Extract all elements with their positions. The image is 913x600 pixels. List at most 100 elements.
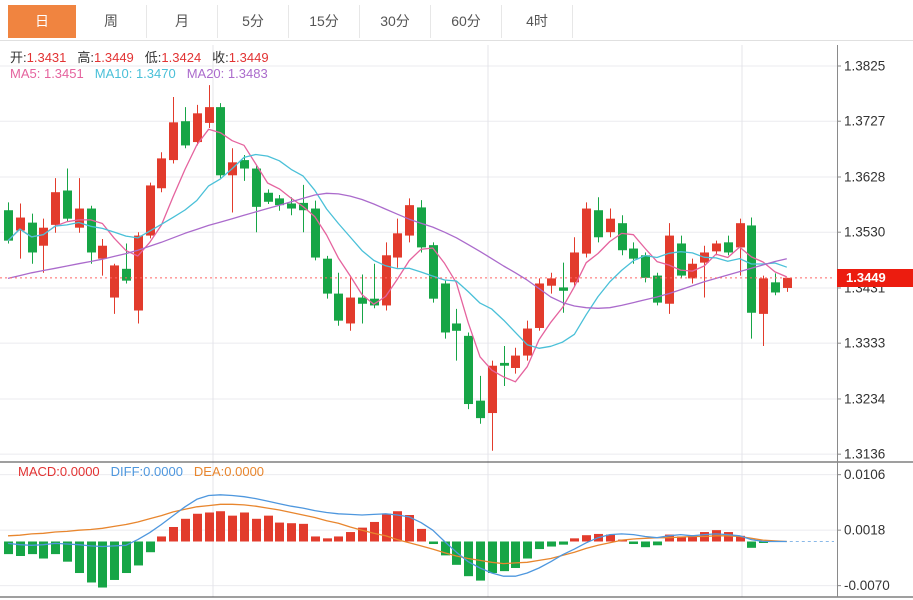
macd-bar — [570, 538, 579, 542]
macd-bar — [547, 541, 556, 547]
candle-body — [594, 210, 603, 238]
price-tick-label: 1.3136 — [844, 447, 885, 462]
candle — [712, 240, 721, 256]
macd-bar — [240, 512, 249, 542]
tab-5min[interactable]: 5分 — [218, 5, 289, 38]
macd-bar — [334, 536, 343, 542]
candle-body — [759, 278, 768, 314]
tab-15min[interactable]: 15分 — [289, 5, 360, 38]
candle-body — [193, 113, 202, 143]
macd-tick-label: 0.0018 — [844, 523, 885, 538]
macd-bar — [134, 541, 143, 566]
candle — [582, 202, 591, 258]
macd-bar — [582, 535, 591, 542]
macd-bar — [393, 511, 402, 542]
tab-60min[interactable]: 60分 — [431, 5, 502, 38]
candle — [63, 168, 72, 223]
macd-bar — [511, 541, 520, 568]
candle-body — [523, 328, 532, 356]
macd-bar — [323, 538, 332, 542]
candle — [16, 203, 25, 259]
candle-body — [264, 192, 273, 202]
candle-body — [618, 223, 627, 251]
close-label: 收: — [212, 50, 229, 65]
macd-bar — [370, 521, 379, 542]
macd-bar — [559, 541, 568, 545]
candle — [134, 232, 143, 324]
candle-body — [511, 355, 520, 368]
candle-body — [665, 235, 674, 304]
candlestick-series — [4, 85, 792, 451]
candle-body — [629, 248, 638, 259]
open-value: 1.3431 — [26, 50, 67, 65]
candle — [618, 215, 627, 256]
tab-4hour[interactable]: 4时 — [502, 5, 573, 38]
candle-body — [393, 233, 402, 258]
candle — [452, 308, 461, 361]
candle-body — [216, 107, 225, 176]
candle — [441, 280, 450, 339]
candle-body — [134, 235, 143, 311]
candle-body — [370, 298, 379, 306]
candle — [39, 218, 48, 273]
macd-bar — [358, 527, 367, 542]
macd-bar — [724, 532, 733, 542]
macd-bar — [523, 541, 532, 559]
candle — [334, 272, 343, 326]
macd-bar — [193, 513, 202, 542]
current-price-badge: 1.3449 — [837, 269, 913, 287]
candle — [216, 103, 225, 179]
candle — [146, 182, 155, 239]
macd-bar — [736, 535, 745, 542]
candle — [511, 347, 520, 374]
macd-bar — [653, 541, 662, 546]
price-tick-label: 1.3628 — [844, 169, 885, 184]
tab-month[interactable]: 月 — [147, 5, 218, 38]
tab-30min[interactable]: 30分 — [360, 5, 431, 38]
candle — [252, 165, 261, 233]
candle-body — [346, 297, 355, 324]
candle-body — [98, 245, 107, 259]
candle — [264, 189, 273, 205]
macd-bar — [405, 515, 414, 542]
macd-tick-label: 0.0106 — [844, 467, 885, 482]
candle-body — [677, 243, 686, 276]
candle-body — [724, 242, 733, 253]
candle-body — [712, 243, 721, 252]
candle — [51, 178, 60, 233]
diff-label: DIFF: — [110, 464, 144, 479]
macd-bar — [629, 541, 638, 545]
close-value: 1.3449 — [228, 50, 269, 65]
candle — [547, 272, 556, 294]
macd-bar — [157, 536, 166, 542]
candle-body — [500, 362, 509, 366]
candle-body — [157, 158, 166, 189]
macd-bar — [75, 541, 84, 574]
macd-legend: MACD:0.0000 DIFF:0.0000 DEA:0.0000 — [18, 464, 275, 479]
candle — [275, 195, 284, 211]
macd-bar — [98, 541, 107, 588]
candle — [110, 263, 119, 314]
price-tick-label: 1.3530 — [844, 225, 885, 240]
candle-body — [51, 192, 60, 225]
macd-bar — [488, 541, 497, 574]
grid-lines — [0, 45, 837, 597]
macd-bar — [299, 523, 308, 542]
diff-value: 0.0000 — [143, 464, 183, 479]
ma10-line — [7, 153, 788, 349]
macd-bar — [535, 541, 544, 550]
candle-body — [559, 287, 568, 291]
candle-body — [488, 365, 497, 414]
tab-week[interactable]: 周 — [76, 5, 147, 38]
dea-value: 0.0000 — [224, 464, 265, 479]
tab-day[interactable]: 日 — [8, 5, 76, 38]
candle-body — [205, 107, 214, 123]
candle-body — [570, 252, 579, 283]
candle — [87, 205, 96, 264]
ma10-label: MA10: — [94, 66, 133, 81]
candle-body — [39, 227, 48, 246]
candle-body — [358, 297, 367, 304]
candle-body — [452, 323, 461, 331]
candle-body — [16, 217, 25, 231]
